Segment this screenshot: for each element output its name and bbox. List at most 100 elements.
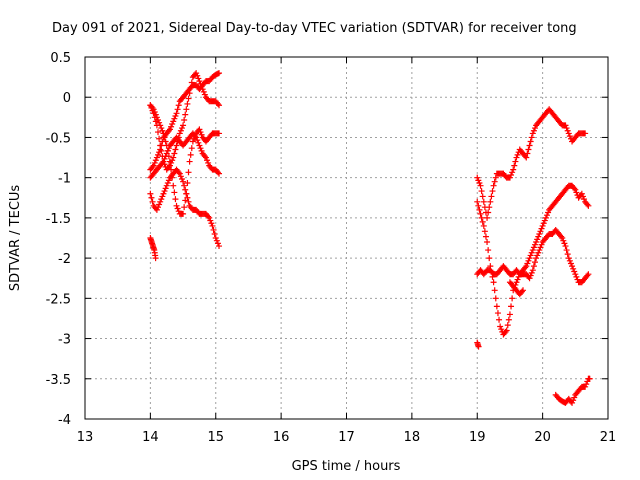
data-point (170, 154, 177, 161)
data-point (522, 264, 529, 271)
data-point (479, 218, 486, 225)
data-point (505, 316, 512, 323)
data-point (214, 169, 221, 176)
data-point (170, 118, 177, 125)
data-point (152, 111, 159, 118)
data-point (185, 95, 192, 102)
data-point (176, 130, 183, 137)
data-point (579, 193, 586, 200)
data-points (147, 70, 593, 406)
data-point (171, 150, 178, 157)
data-point (571, 268, 578, 275)
data-point (162, 138, 169, 145)
data-point (175, 102, 182, 109)
data-point (153, 114, 160, 121)
data-point (585, 271, 592, 278)
data-point (159, 159, 166, 166)
data-point (193, 134, 200, 141)
y-tick-label: -3 (58, 333, 71, 348)
data-point (189, 138, 196, 145)
data-point (208, 220, 215, 227)
data-point (542, 214, 549, 221)
data-point (155, 129, 162, 136)
data-point (537, 244, 544, 251)
data-point (185, 198, 192, 205)
data-point (528, 134, 535, 141)
data-point (512, 158, 519, 165)
x-tick-label: 20 (534, 430, 551, 445)
data-point (511, 162, 518, 169)
data-point (169, 121, 176, 128)
data-point (539, 222, 546, 229)
data-point (559, 235, 566, 241)
data-point (477, 182, 484, 189)
data-point (525, 146, 532, 153)
data-point (478, 188, 485, 195)
data-point (166, 158, 173, 165)
data-point (573, 273, 580, 280)
data-point (174, 106, 181, 113)
y-tick-label: -1 (58, 172, 71, 187)
data-point (164, 147, 171, 154)
y-tick-label: 0.5 (50, 51, 71, 66)
data-point (210, 226, 217, 233)
data-point (529, 247, 536, 254)
data-point (161, 188, 168, 195)
data-point (491, 178, 498, 185)
data-point (535, 233, 542, 240)
x-tick-label: 19 (469, 430, 486, 445)
data-point (583, 381, 590, 388)
data-point (493, 303, 500, 310)
data-point (160, 158, 167, 165)
x-tick-label: 13 (77, 430, 94, 445)
data-point (480, 222, 487, 229)
data-point (200, 88, 207, 95)
data-point (164, 180, 171, 187)
data-point (188, 145, 195, 152)
series-J (506, 279, 527, 298)
data-point (180, 210, 187, 217)
data-point (540, 220, 547, 227)
data-point (149, 198, 156, 205)
data-point (474, 198, 481, 205)
data-point (531, 259, 538, 266)
data-point (174, 205, 181, 212)
axis-ticks: 13 14 15 16 17 18 19 20 21 0.5 0 -0.5 -1 -1.5 -2 -2.5 -3… (46, 51, 617, 445)
data-point (186, 158, 193, 165)
data-point (558, 233, 565, 240)
y-tick-label: -0.5 (46, 131, 71, 146)
data-point (503, 327, 510, 334)
x-tick-label: 17 (338, 430, 355, 445)
data-point (534, 252, 541, 259)
data-point (527, 252, 534, 259)
data-point (161, 134, 168, 141)
data-point (149, 104, 156, 111)
series-B (147, 70, 223, 173)
y-tick-label: -4 (58, 413, 71, 428)
data-point (172, 196, 179, 203)
data-point (165, 177, 172, 184)
data-point (475, 202, 482, 209)
x-tick-label: 18 (404, 430, 421, 445)
data-point (205, 159, 212, 166)
data-point (509, 169, 516, 176)
data-point (479, 193, 486, 200)
data-point (509, 295, 516, 302)
data-point (578, 190, 585, 197)
x-tick-label: 14 (142, 430, 159, 445)
data-point (566, 257, 573, 264)
data-point (157, 146, 164, 153)
data-point (475, 177, 482, 184)
y-tick-label: -2 (58, 252, 71, 267)
data-point (180, 122, 187, 129)
data-point (496, 316, 503, 323)
data-point (161, 155, 168, 162)
data-point (171, 189, 178, 196)
y-tick-label: 0 (63, 91, 71, 106)
data-point (177, 127, 184, 134)
data-point (518, 288, 525, 295)
data-point (560, 237, 567, 244)
data-point (176, 170, 183, 177)
data-point (485, 209, 492, 216)
data-point (183, 190, 190, 197)
